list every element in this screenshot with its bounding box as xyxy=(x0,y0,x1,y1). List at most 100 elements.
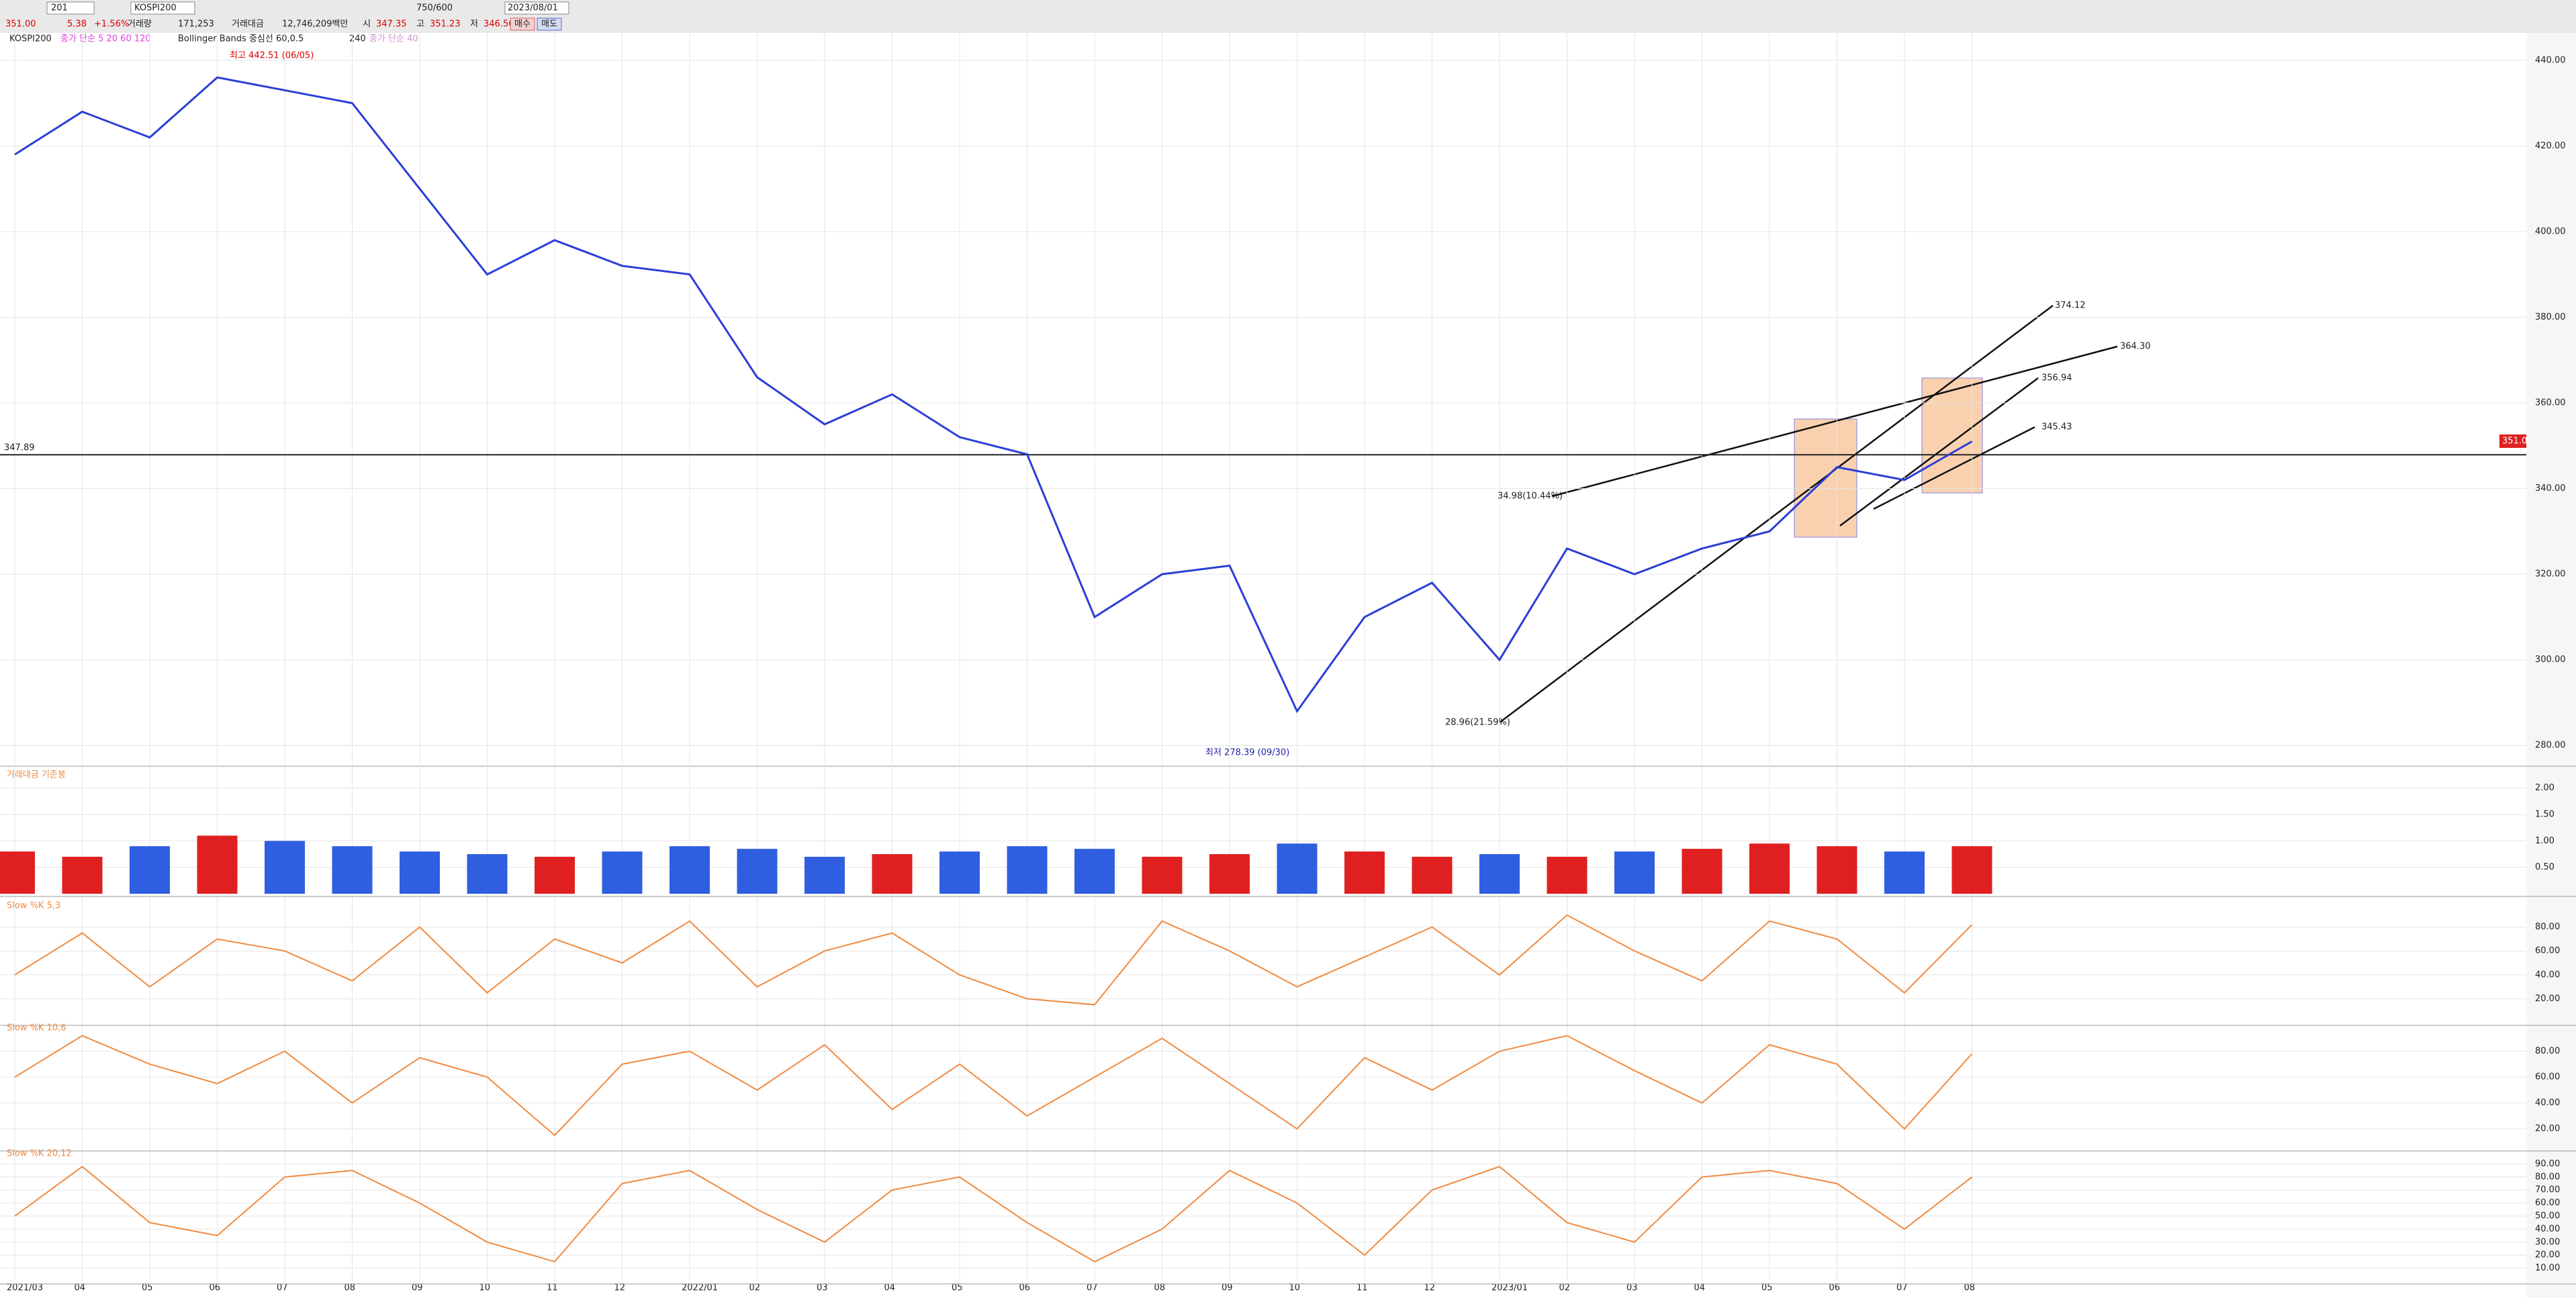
y-tick-label: 340.00 xyxy=(2535,483,2566,494)
date-box[interactable] xyxy=(504,1,569,15)
y-tick-label: 300.00 xyxy=(2535,655,2566,665)
x-tick-label: 08 xyxy=(344,1283,356,1293)
y-tick-label: 40.00 xyxy=(2535,1224,2560,1234)
x-tick-label: 04 xyxy=(1694,1283,1706,1293)
annotation: 28.96(21.59%) xyxy=(1445,718,1510,728)
y-tick-label: 30.00 xyxy=(2535,1237,2560,1247)
count: 750/600 xyxy=(416,3,453,13)
high: 351.23 xyxy=(430,19,461,30)
sell-button[interactable] xyxy=(537,17,562,31)
volume-bar xyxy=(1479,853,1520,894)
y-tick-label: 440.00 xyxy=(2535,55,2566,65)
y-tick-label: 20.00 xyxy=(2535,994,2560,1004)
x-tick-label: 09 xyxy=(412,1283,423,1293)
volume-bar xyxy=(872,853,913,894)
trendline xyxy=(1551,345,2118,498)
volume-bar xyxy=(1277,843,1318,894)
x-tick-label: 05 xyxy=(142,1283,153,1293)
x-tick-label: 04 xyxy=(884,1283,896,1293)
y-tick-label: 2.00 xyxy=(2535,783,2555,793)
trendline xyxy=(1499,305,2054,723)
y-tick-label: 80.00 xyxy=(2535,1046,2560,1056)
pct: +1.56% xyxy=(94,19,129,30)
volume-bar xyxy=(939,851,980,894)
sell: 매도 xyxy=(541,19,557,30)
code-box[interactable] xyxy=(46,1,95,15)
y-tick-label: 10.00 xyxy=(2535,1263,2560,1273)
y-tick-label: 60.00 xyxy=(2535,1072,2560,1082)
x-tick-label: 06 xyxy=(210,1283,221,1293)
stoch-line xyxy=(14,914,1973,1006)
x-tick-label: 07 xyxy=(277,1283,288,1293)
stoch-line xyxy=(14,1166,1973,1263)
volume-bar xyxy=(62,856,103,894)
y-tick-label: 60.00 xyxy=(2535,1198,2560,1208)
hline-label: 347.89 xyxy=(4,443,35,453)
low: 346.56 xyxy=(484,19,514,30)
buy-button[interactable] xyxy=(510,17,535,31)
x-tick-label: 2023/01 xyxy=(1491,1283,1528,1293)
volume-bar xyxy=(1344,851,1385,894)
y-tick-label: 400.00 xyxy=(2535,226,2566,236)
annotation: 356.94 xyxy=(2041,373,2072,383)
x-tick-label: 12 xyxy=(1424,1283,1436,1293)
y-tick-label: 420.00 xyxy=(2535,141,2566,151)
y-tick-label: 320.00 xyxy=(2535,569,2566,580)
amt-label: 거래대금 xyxy=(232,19,264,30)
y-tick-label: 40.00 xyxy=(2535,1098,2560,1108)
x-tick-label: 07 xyxy=(1896,1283,1908,1293)
panel-title: Slow %K 5,3 xyxy=(7,901,60,911)
x-tick-label: 08 xyxy=(1964,1283,1976,1293)
volume-bar xyxy=(1951,846,1992,894)
y-tick-label: 60.00 xyxy=(2535,946,2560,956)
name: KOSPI200 xyxy=(134,3,177,13)
y-tick-label: 1.00 xyxy=(2535,836,2555,846)
volume-bar xyxy=(737,849,778,894)
y-tick-label: 0.50 xyxy=(2535,862,2555,872)
volume-bar xyxy=(1074,849,1115,894)
y-tick-label: 40.00 xyxy=(2535,970,2560,980)
x-tick-label: 10 xyxy=(479,1283,491,1293)
low-label: 저 xyxy=(470,19,478,30)
legend-name: KOSPI200 xyxy=(9,34,52,44)
name-box[interactable] xyxy=(130,1,195,15)
trendline xyxy=(1873,426,2035,510)
x-tick-label: 04 xyxy=(75,1283,86,1293)
volume-bar xyxy=(467,853,508,894)
code: 201 xyxy=(51,3,68,13)
volume-bar xyxy=(1007,846,1048,894)
volume-bar xyxy=(535,856,575,894)
volume-bar xyxy=(602,851,643,894)
volume-bar xyxy=(1547,856,1588,894)
stoch-line xyxy=(14,1035,1973,1137)
x-tick-label: 07 xyxy=(1087,1283,1098,1293)
volume: 171,253 xyxy=(178,19,214,30)
volume-bar xyxy=(1412,856,1453,894)
date: 2023/08/01 xyxy=(508,3,558,13)
annotation: 34.98(10.44%) xyxy=(1498,492,1563,502)
buy: 매수 xyxy=(514,19,531,30)
change: 5.38 xyxy=(67,19,87,30)
y-tick-label: 20.00 xyxy=(2535,1250,2560,1260)
x-tick-label: 2021/03 xyxy=(7,1283,43,1293)
volume-bar xyxy=(1209,853,1250,894)
last-price: 351.00 xyxy=(2502,436,2533,447)
y-tick-label: 280.00 xyxy=(2535,741,2566,751)
volume-bar xyxy=(670,846,710,894)
volume-bar xyxy=(332,846,373,894)
legend-bb: Bollinger Bands 중심선 60,0.5 xyxy=(178,34,304,44)
volume-bar xyxy=(1884,851,1925,894)
annotation: 364.30 xyxy=(2120,342,2151,352)
annotation: 최고 442.51 (06/05) xyxy=(230,51,314,61)
y-tick-label: 360.00 xyxy=(2535,398,2566,408)
volume-bar xyxy=(1816,846,1857,894)
volume-bar xyxy=(265,841,305,894)
x-tick-label: 05 xyxy=(1761,1283,1773,1293)
vol-label: 거래량 xyxy=(128,19,152,30)
volume-bar xyxy=(1142,856,1183,894)
y-tick-label: 90.00 xyxy=(2535,1159,2560,1169)
x-tick-label: 02 xyxy=(1559,1283,1571,1293)
amount: 12,746,209백만 xyxy=(282,19,348,30)
volume-bar xyxy=(0,851,35,894)
